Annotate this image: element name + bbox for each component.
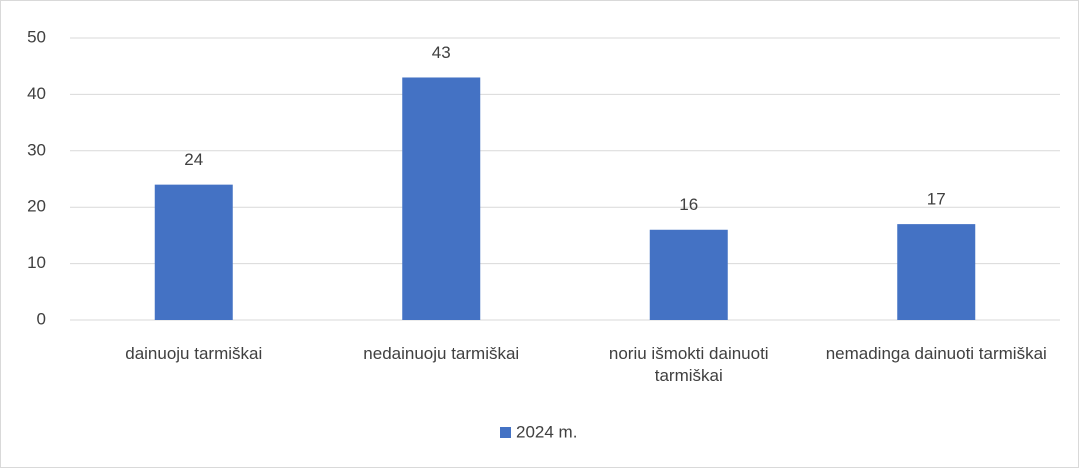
y-tick-label: 30 xyxy=(27,140,46,159)
data-label: 17 xyxy=(927,190,946,209)
data-label: 24 xyxy=(184,150,203,169)
data-label: 16 xyxy=(679,195,698,214)
legend-label: 2024 m. xyxy=(516,422,577,441)
x-tick-label: noriu išmokti dainuoti tarmiškai xyxy=(608,344,769,385)
x-tick-label: nemadinga dainuoti tarmiškai xyxy=(825,344,1047,363)
x-tick-label: dainuoju tarmiškai xyxy=(125,344,263,363)
bar xyxy=(402,77,481,320)
y-tick-label: 50 xyxy=(27,27,46,46)
bar xyxy=(649,229,728,320)
bar xyxy=(897,224,976,320)
x-tick-label: nedainuoju tarmiškai xyxy=(363,344,520,363)
y-tick-label: 10 xyxy=(27,253,46,272)
data-label: 43 xyxy=(432,43,451,62)
y-tick-label: 40 xyxy=(27,84,46,103)
y-tick-label: 20 xyxy=(27,197,46,216)
y-tick-label: 0 xyxy=(37,309,46,328)
legend-swatch xyxy=(500,427,511,438)
bar xyxy=(154,184,233,320)
